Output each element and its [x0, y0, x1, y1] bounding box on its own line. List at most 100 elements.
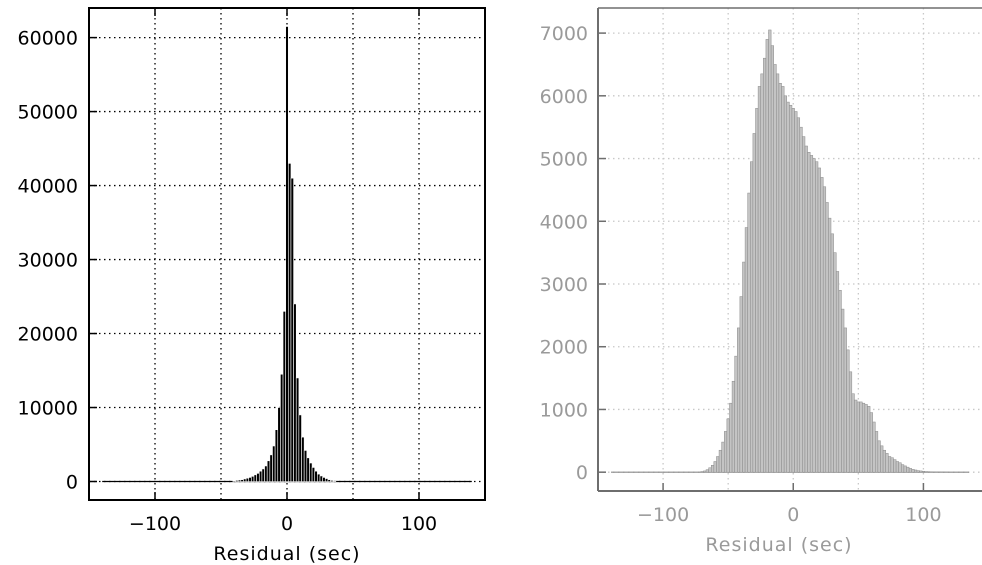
histogram-bar — [794, 111, 798, 473]
histogram-bar — [282, 311, 286, 482]
histogram-bar — [804, 145, 808, 473]
histogram-bar — [319, 475, 323, 482]
histogram-right-panel: −100 0 100 0 1000 2000 3000 4000 5000 6000 7000 Res… — [491, 0, 982, 565]
histogram-bar — [258, 470, 263, 482]
histogram-bar — [700, 471, 704, 473]
histogram-bar — [812, 158, 816, 473]
histogram-bar — [327, 479, 331, 482]
y-tick-label: 0 — [576, 462, 588, 484]
histogram-bar — [921, 470, 925, 473]
histogram-bar — [710, 465, 715, 473]
histogram-bar — [869, 412, 873, 473]
histogram-bar — [742, 261, 746, 473]
histogram-bar — [830, 233, 834, 473]
histogram-bar — [731, 380, 735, 473]
histogram-bar — [301, 436, 305, 482]
histogram-bar — [838, 290, 842, 473]
histogram-bar — [277, 407, 281, 482]
histogram-bar — [243, 478, 247, 482]
histogram-bar — [880, 445, 884, 473]
x-tick-label: 100 — [905, 504, 941, 526]
histogram-bar — [306, 457, 310, 482]
y-tick-label: 50000 — [18, 102, 78, 124]
histogram-bar — [288, 163, 292, 482]
histogram-bar — [841, 308, 845, 473]
histogram-bar — [763, 57, 767, 473]
histogram-bar — [705, 469, 709, 473]
histogram-bar — [796, 117, 801, 473]
histogram-bar — [760, 73, 764, 473]
histogram-bar — [791, 108, 795, 473]
histogram-right-chart: −100 0 10001000200030004000500060007000Res… — [540, 7, 982, 556]
histogram-bar — [861, 402, 866, 473]
histogram-bar — [817, 167, 821, 473]
histogram-bar — [901, 464, 905, 473]
histogram-bar — [269, 454, 273, 482]
x-axis-title: Residual (sec) — [213, 543, 360, 565]
histogram-bar — [251, 476, 255, 482]
histogram-bar — [903, 465, 907, 473]
histogram-bar — [324, 478, 329, 482]
histogram-bar — [330, 480, 334, 482]
histogram-bar — [843, 327, 847, 473]
histogram-bar — [750, 161, 754, 473]
histogram-bar — [245, 477, 250, 482]
histogram-bar — [783, 95, 787, 473]
histogram-bar — [856, 401, 860, 473]
histogram-left-chart: −100 0 100 0 10000 20000 30000 40000 50000 60000 R… — [18, 7, 486, 565]
histogram-bar — [744, 227, 748, 473]
histogram-bar — [755, 108, 759, 473]
histogram-bar — [890, 457, 894, 473]
histogram-bar — [877, 440, 881, 473]
histogram-bar — [285, 26, 289, 482]
histogram-bar — [729, 402, 733, 473]
histogram-bar — [799, 126, 803, 473]
histogram-bar — [718, 449, 722, 473]
y-tick-label: 30000 — [18, 250, 78, 272]
histogram-bar — [781, 86, 785, 473]
histogram-bar — [851, 393, 855, 473]
histogram-bar — [807, 152, 811, 473]
histogram-bar — [924, 471, 928, 473]
histogram-bar — [272, 445, 276, 482]
histogram-bar — [737, 327, 741, 473]
histogram-bar — [789, 104, 793, 473]
histogram-bar — [747, 192, 751, 473]
histogram-bar — [235, 480, 239, 482]
histogram-bar — [293, 303, 297, 482]
histogram-bar — [314, 470, 318, 482]
histogram-bar — [867, 406, 871, 473]
histogram-bar — [734, 355, 738, 473]
histogram-bar — [809, 155, 814, 473]
histogram-bar — [264, 465, 268, 482]
histogram-bar — [703, 470, 707, 473]
histogram-left-panel: −100 0 100 0 10000 20000 30000 40000 50000 60000 R… — [18, 7, 486, 565]
x-tick-label: 0 — [281, 513, 293, 535]
histogram-bar — [773, 64, 777, 473]
histogram-bar — [872, 421, 876, 473]
histogram-bar — [893, 459, 897, 473]
histogram-bar — [303, 450, 308, 482]
histogram-bar — [885, 453, 889, 473]
histogram-bar — [290, 177, 294, 482]
histogram-bar — [237, 479, 242, 482]
histogram-bar — [846, 349, 850, 473]
histogram-bar — [802, 136, 806, 473]
histogram-bar — [256, 473, 260, 482]
histogram-bar — [835, 271, 840, 473]
histogram-bar — [261, 468, 265, 482]
histogram-bar — [815, 161, 819, 473]
histogram-bar — [317, 473, 321, 482]
y-tick-label: 60000 — [18, 28, 78, 50]
histogram-bar — [914, 469, 918, 473]
histogram-bar — [908, 468, 912, 473]
histogram-bar — [726, 418, 730, 473]
y-tick-label: 3000 — [540, 274, 588, 296]
histogram-bar — [864, 404, 868, 473]
x-tick-label: 100 — [401, 513, 437, 535]
histogram-bar — [752, 133, 756, 473]
histogram-bar — [927, 471, 931, 473]
y-tick-label: 20000 — [18, 324, 78, 346]
y-tick-label: 0 — [66, 472, 78, 494]
histogram-bar — [854, 399, 858, 473]
